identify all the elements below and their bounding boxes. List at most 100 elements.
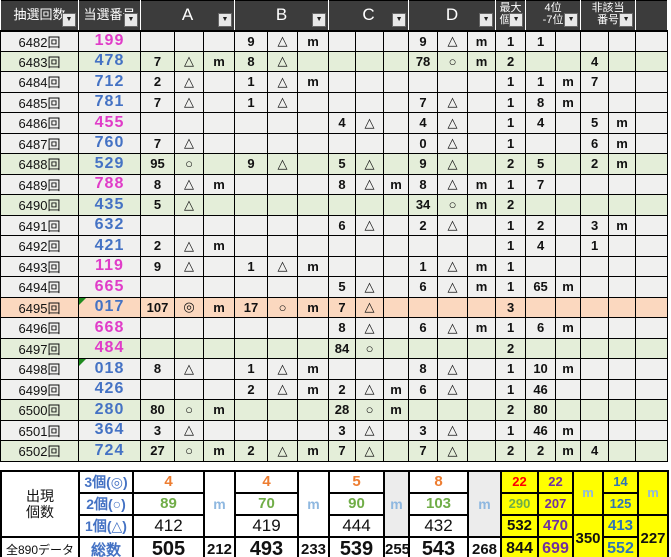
cell-d-count[interactable]	[408, 235, 439, 257]
cell-b-m-flag[interactable]: m	[297, 255, 330, 277]
draw-number-cell[interactable]: 6485回	[0, 91, 79, 113]
filter-button[interactable]: ▼	[62, 12, 76, 27]
cell-a-m-flag[interactable]	[202, 276, 236, 298]
summary-rank-1count[interactable]: 470	[537, 513, 574, 538]
draw-number-cell[interactable]: 6494回	[0, 276, 79, 298]
cell-d-symbol[interactable]: △	[437, 30, 469, 52]
draw-number-cell[interactable]: 6482回	[0, 30, 79, 52]
cell-c-symbol[interactable]	[355, 255, 385, 277]
draw-number-cell[interactable]: 6484回	[0, 71, 79, 93]
winning-number-cell[interactable]: 017	[78, 296, 141, 318]
summary-label-total[interactable]: 総数	[78, 535, 134, 557]
cell-d-symbol[interactable]: △	[437, 173, 469, 195]
summary-a-m-total[interactable]: 212	[203, 535, 236, 557]
cell-d-count[interactable]	[408, 399, 439, 421]
summary-d-1count[interactable]: 432	[408, 513, 469, 538]
max-count-cell[interactable]: 1	[495, 419, 527, 441]
cell-b-symbol[interactable]	[267, 276, 299, 298]
cell-c-m-flag[interactable]	[383, 112, 410, 134]
max-count-cell[interactable]: 1	[495, 71, 527, 93]
cell-a-symbol[interactable]	[174, 276, 204, 298]
cell-a-count[interactable]: 7	[140, 50, 175, 72]
empty-cell[interactable]	[635, 153, 669, 175]
cell-d-m-flag[interactable]	[467, 91, 497, 113]
cell-d-count[interactable]	[408, 296, 439, 318]
cell-a-m-flag[interactable]: m	[202, 173, 236, 195]
cell-b-m-flag[interactable]	[297, 153, 330, 175]
rank-4-7-m-cell[interactable]	[555, 153, 582, 175]
cell-d-m-flag[interactable]: m	[467, 50, 497, 72]
not-applicable-cell[interactable]	[580, 378, 610, 400]
rank-4-7-cell[interactable]: 2	[525, 440, 557, 462]
cell-c-symbol[interactable]	[355, 71, 385, 93]
cell-b-count[interactable]	[234, 317, 269, 339]
summary-c-2count[interactable]: 90	[328, 491, 385, 516]
winning-number-cell[interactable]: 484	[78, 337, 141, 359]
filter-button[interactable]: ▼	[124, 12, 138, 27]
cell-d-symbol[interactable]: ○	[437, 194, 469, 216]
cell-c-count[interactable]	[328, 30, 357, 52]
cell-d-count[interactable]: 7	[408, 91, 439, 113]
cell-a-m-flag[interactable]	[202, 255, 236, 277]
filter-button[interactable]: ▼	[509, 12, 524, 27]
cell-a-m-flag[interactable]	[202, 378, 236, 400]
summary-rank-total[interactable]: 699	[537, 535, 574, 557]
max-count-cell[interactable]: 1	[495, 112, 527, 134]
cell-d-count[interactable]: 3	[408, 419, 439, 441]
rank-4-7-m-cell[interactable]	[555, 255, 582, 277]
cell-c-m-flag[interactable]: m	[383, 378, 410, 400]
not-applicable-cell[interactable]: 2	[580, 153, 610, 175]
max-count-cell[interactable]: 1	[495, 214, 527, 236]
cell-a-m-flag[interactable]: m	[202, 296, 236, 318]
filter-button[interactable]: ▼	[312, 12, 327, 27]
rank-4-7-cell[interactable]	[525, 132, 557, 154]
rank-4-7-cell[interactable]: 7	[525, 173, 557, 195]
cell-a-count[interactable]: 7	[140, 91, 175, 113]
cell-d-symbol[interactable]: △	[437, 358, 469, 380]
rank-4-7-cell[interactable]: 6	[525, 317, 557, 339]
summary-c-1count[interactable]: 444	[328, 513, 385, 538]
cell-d-symbol[interactable]	[437, 71, 469, 93]
not-applicable-m-cell[interactable]: m	[608, 112, 637, 134]
rank-4-7-m-cell[interactable]	[555, 235, 582, 257]
cell-b-symbol[interactable]	[267, 317, 299, 339]
cell-a-symbol[interactable]: △	[174, 255, 204, 277]
summary-d-m-label[interactable]: m	[467, 469, 502, 538]
cell-b-count[interactable]	[234, 132, 269, 154]
not-applicable-cell[interactable]: 3	[580, 214, 610, 236]
draw-number-cell[interactable]: 6489回	[0, 173, 79, 195]
cell-b-count[interactable]: 1	[234, 91, 269, 113]
not-applicable-m-cell[interactable]	[608, 173, 637, 195]
empty-cell[interactable]	[635, 194, 669, 216]
cell-c-count[interactable]: 2	[328, 378, 357, 400]
cell-a-count[interactable]: 8	[140, 358, 175, 380]
cell-d-m-flag[interactable]: m	[467, 317, 497, 339]
summary-d-m-total[interactable]: 268	[467, 535, 502, 557]
cell-a-symbol[interactable]	[174, 317, 204, 339]
cell-d-count[interactable]: 0	[408, 132, 439, 154]
rank-4-7-m-cell[interactable]	[555, 296, 582, 318]
cell-c-count[interactable]: 8	[328, 317, 357, 339]
cell-d-m-flag[interactable]: m	[467, 30, 497, 52]
winning-number-cell[interactable]: 364	[78, 419, 141, 441]
cell-b-symbol[interactable]: ○	[267, 296, 299, 318]
empty-cell[interactable]	[635, 214, 669, 236]
cell-a-count[interactable]: 2	[140, 71, 175, 93]
draw-number-cell[interactable]: 6491回	[0, 214, 79, 236]
cell-b-m-flag[interactable]	[297, 214, 330, 236]
cell-b-symbol[interactable]: △	[267, 91, 299, 113]
summary-rank-m-total[interactable]: 350	[572, 513, 604, 557]
cell-b-symbol[interactable]	[267, 235, 299, 257]
not-applicable-m-cell[interactable]	[608, 30, 637, 52]
cell-b-symbol[interactable]	[267, 132, 299, 154]
cell-d-count[interactable]: 34	[408, 194, 439, 216]
summary-a-3count[interactable]: 4	[132, 469, 205, 494]
cell-b-m-flag[interactable]	[297, 276, 330, 298]
cell-a-count[interactable]: 2	[140, 235, 175, 257]
summary-b-2count[interactable]: 70	[234, 491, 299, 516]
cell-d-count[interactable]: 9	[408, 153, 439, 175]
not-applicable-m-cell[interactable]	[608, 337, 637, 359]
cell-d-count[interactable]: 8	[408, 358, 439, 380]
cell-d-symbol[interactable]	[437, 399, 469, 421]
cell-b-symbol[interactable]: △	[267, 50, 299, 72]
